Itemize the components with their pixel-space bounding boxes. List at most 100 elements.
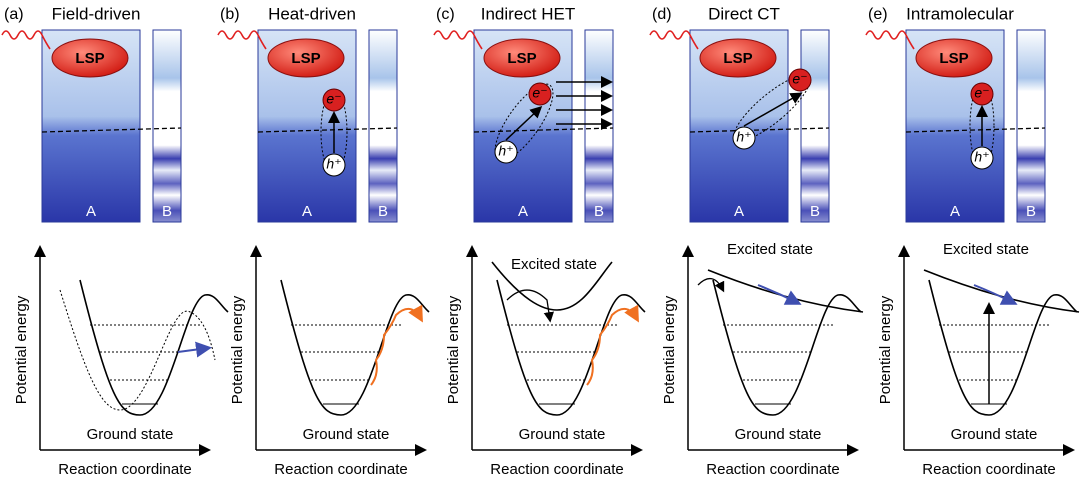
lsp: [483, 38, 561, 78]
excited-curve: [59, 289, 216, 411]
ground-curve: [79, 279, 229, 416]
flow-arrow: [177, 341, 212, 358]
electron: [788, 68, 812, 92]
ground-label: Ground state: [951, 426, 1038, 443]
lsp-label: LSP: [507, 50, 536, 67]
lsp-label: LSP: [723, 50, 752, 67]
electron-label: e⁻: [326, 91, 341, 107]
panel-title: Indirect HET: [481, 4, 575, 23]
panel-title: Direct CT: [708, 4, 780, 23]
lsp-label: LSP: [75, 50, 104, 67]
panel: (c) Indirect HET A B LSP e⁻ h⁺ Potential energy…: [433, 4, 646, 478]
panel-title: Heat-driven: [268, 4, 356, 23]
hole: [322, 153, 346, 177]
excited-curve: [707, 269, 864, 313]
electron: [322, 88, 346, 112]
hole: [732, 126, 756, 150]
electron: [970, 82, 994, 106]
hop-arrow: [586, 304, 639, 386]
transfer-arrow: [505, 105, 543, 141]
hole-label: h⁺: [326, 156, 341, 172]
hole-label: h⁺: [974, 149, 989, 165]
electron-label: e⁻: [792, 71, 807, 87]
lsp: [267, 38, 345, 78]
panel: (a) Field-driven A B LSP Potential energy Reac…: [1, 4, 229, 478]
y-axis-label: Potential energy: [661, 295, 678, 404]
ground-label: Ground state: [303, 426, 390, 443]
electron: [528, 82, 552, 106]
excited-label: Excited state: [511, 256, 597, 273]
fermi-level: [473, 127, 614, 133]
flow-arrow: [757, 284, 802, 305]
y-axis-label: Potential energy: [877, 295, 894, 404]
hole-label: h⁺: [498, 143, 513, 159]
label-a: A: [518, 203, 528, 220]
label-b: B: [594, 203, 604, 220]
light-wave: [865, 30, 915, 50]
panel-title: Intramolecular: [906, 4, 1014, 23]
lsp-label: LSP: [939, 50, 968, 67]
ground-label: Ground state: [735, 426, 822, 443]
lsp: [915, 38, 993, 78]
lsp-label: LSP: [291, 50, 320, 67]
x-axis-label: Reaction coordinate: [490, 461, 623, 478]
transfer-arrow: [743, 92, 803, 127]
label-a: A: [86, 203, 96, 220]
hole: [970, 146, 994, 170]
transfer-arrow: [697, 278, 725, 293]
panel-label: (a): [4, 6, 24, 23]
ground-curve: [712, 279, 862, 416]
fermi-level: [905, 127, 1046, 133]
electron-label: e⁻: [974, 85, 989, 101]
lsp: [51, 38, 129, 78]
hop-arrow: [370, 304, 423, 386]
ground-curve: [496, 279, 646, 416]
ground-label: Ground state: [519, 426, 606, 443]
y-axis-label: Potential energy: [445, 295, 462, 404]
light-wave: [1, 30, 51, 50]
label-b: B: [810, 203, 820, 220]
region-b: [584, 29, 614, 223]
hole: [494, 140, 518, 164]
label-a: A: [734, 203, 744, 220]
electron-label: e⁻: [532, 85, 547, 101]
x-axis-label: Reaction coordinate: [58, 461, 191, 478]
light-wave: [649, 30, 699, 50]
label-a: A: [302, 203, 312, 220]
region-b: [1016, 29, 1046, 223]
panel-label: (b): [220, 6, 240, 23]
x-axis-label: Reaction coordinate: [706, 461, 839, 478]
panel-label: (e): [868, 6, 888, 23]
panel: (b) Heat-driven A B LSP e⁻ h⁺ Potential energy R…: [217, 4, 430, 478]
panel-label: (d): [652, 6, 672, 23]
carrier-pair: [320, 89, 348, 175]
excited-curve: [491, 261, 613, 311]
ground-curve: [280, 279, 430, 416]
excited-label: Excited state: [727, 241, 813, 258]
panel-title: Field-driven: [52, 4, 141, 23]
lsp: [699, 38, 777, 78]
light-wave: [433, 30, 483, 50]
x-axis-label: Reaction coordinate: [922, 461, 1055, 478]
y-axis-label: Potential energy: [229, 295, 246, 404]
fermi-level: [689, 127, 830, 133]
region-b: [368, 29, 398, 223]
label-b: B: [1026, 203, 1036, 220]
light-wave: [217, 30, 267, 50]
region-b: [152, 29, 182, 223]
ground-curve: [928, 279, 1078, 416]
label-b: B: [378, 203, 388, 220]
fermi-level: [257, 127, 398, 133]
panel: (e) Intramolecular A B LSP e⁻ h⁺ Potential ener…: [865, 4, 1080, 478]
x-axis-label: Reaction coordinate: [274, 461, 407, 478]
fermi-level: [41, 127, 182, 133]
excited-curve: [923, 269, 1080, 313]
relax-arrow: [506, 289, 554, 323]
excited-label: Excited state: [943, 241, 1029, 258]
flow-arrow: [973, 284, 1018, 305]
region-b: [800, 29, 830, 223]
label-b: B: [162, 203, 172, 220]
y-axis-label: Potential energy: [13, 295, 30, 404]
hole-label: h⁺: [736, 129, 751, 145]
